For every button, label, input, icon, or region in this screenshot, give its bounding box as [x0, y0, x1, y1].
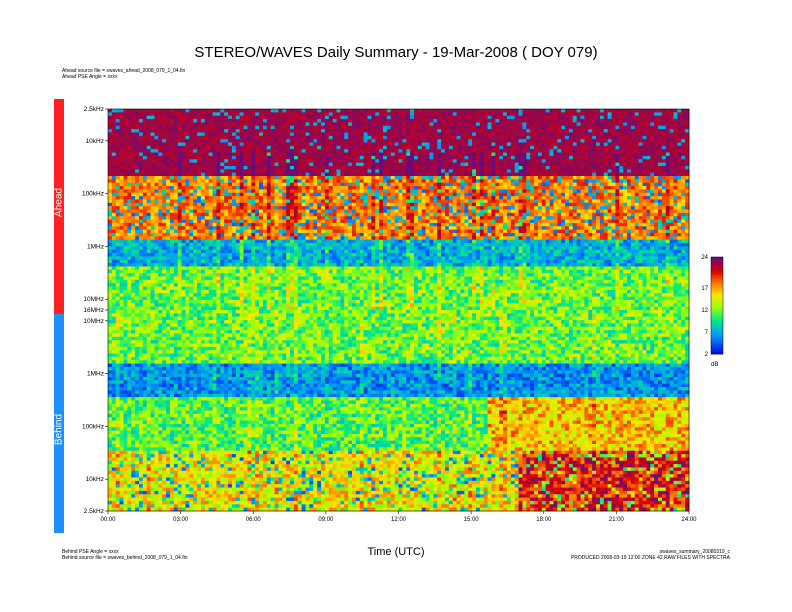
time-tick-label: 15:00 — [464, 517, 480, 523]
colorbar-segment — [711, 310, 723, 313]
colorbar-segment — [711, 281, 723, 284]
ahead-freq-tick-label: 10kHz — [86, 138, 104, 145]
behind-freq-tick-label: 1MHz — [87, 371, 104, 378]
colorbar-segment — [711, 262, 723, 265]
colorbar-segment — [711, 298, 723, 301]
colorbar-segment — [711, 306, 723, 309]
colorbar: 24 17 12 7 2dB — [701, 255, 723, 368]
colorbar-segment — [711, 257, 723, 260]
behind-source-file: Behind source file = swaves_behind_2008_… — [62, 555, 188, 561]
colorbar-segment — [711, 313, 723, 316]
colorbar-segment — [711, 279, 723, 282]
behind-freq-tick-label: 10kHz — [86, 476, 104, 483]
time-tick-label: 21:00 — [609, 517, 625, 523]
colorbar-segment — [711, 308, 723, 311]
colorbar-segment — [711, 349, 723, 352]
behind-freq-tick-label: 10MHz — [83, 318, 104, 325]
colorbar-segment — [711, 291, 723, 294]
colorbar-segment — [711, 318, 723, 321]
ahead-freq-tick-label: 100kHz — [82, 191, 104, 198]
colorbar-segment — [711, 286, 723, 289]
colorbar-segment — [711, 330, 723, 333]
colorbar-segment — [711, 337, 723, 340]
colorbar-segment — [711, 327, 723, 330]
ahead-freq-tick-label: 1MHz — [87, 243, 104, 250]
colorbar-segment — [711, 296, 723, 299]
time-tick-label: 12:00 — [391, 517, 407, 523]
colorbar-segment — [711, 320, 723, 323]
colorbar-segment — [711, 267, 723, 270]
time-tick-label: 18:00 — [536, 517, 552, 523]
ahead-freq-tick-label: 16MHz — [83, 307, 104, 314]
colorbar-segment — [711, 303, 723, 306]
colorbar-tick-label: 24 — [701, 255, 708, 261]
time-tick-label: 24:00 — [681, 517, 697, 523]
colorbar-segment — [711, 259, 723, 262]
ahead-spectrogram — [108, 109, 689, 310]
time-tick-label: 03:00 — [173, 517, 189, 523]
time-tick-label: 09:00 — [318, 517, 334, 523]
colorbar-segment — [711, 274, 723, 277]
colorbar-segment — [711, 269, 723, 272]
behind-spectrogram — [108, 310, 689, 511]
colorbar-unit: dB — [711, 362, 718, 368]
colorbar-segment — [711, 264, 723, 267]
colorbar-segment — [711, 276, 723, 279]
colorbar-segment — [711, 325, 723, 328]
colorbar-segment — [711, 332, 723, 335]
colorbar-segment — [711, 289, 723, 292]
colorbar-segment — [711, 344, 723, 347]
produced-note: PRODUCED 2008-03-19 12:00 ZONE 42 RAW FI… — [571, 555, 730, 561]
time-tick-label: 06:00 — [246, 517, 262, 523]
colorbar-segment — [711, 301, 723, 304]
colorbar-segment — [711, 293, 723, 296]
frequency-axis: 2.5kHz 10kHz 100kHz 1MHz 10MHz 16MHz 10MHz 1MHz… — [82, 106, 108, 515]
colorbar-segment — [711, 335, 723, 338]
colorbar-segment — [711, 342, 723, 345]
colorbar-tick-label: 7 — [705, 330, 709, 336]
time-tick-label: 00:00 — [100, 517, 116, 523]
colorbar-segment — [711, 339, 723, 342]
colorbar-tick-label: 2 — [705, 352, 709, 358]
behind-freq-tick-label: 100kHz — [82, 423, 104, 430]
time-axis: 00:00 03:00 06:00 09:00 12:00 15:00 18:00 21:00… — [100, 511, 697, 523]
colorbar-tick-label: 17 — [701, 286, 708, 292]
colorbar-segment — [711, 315, 723, 318]
ahead-freq-tick-label: 10MHz — [83, 296, 104, 303]
colorbar-segment — [711, 347, 723, 350]
colorbar-tick-label: 12 — [701, 308, 708, 314]
colorbar-segment — [711, 322, 723, 325]
colorbar-segment — [711, 284, 723, 287]
ahead-freq-tick-label: 2.5kHz — [84, 106, 104, 113]
colorbar-segment — [711, 272, 723, 275]
behind-freq-tick-label: 2.5kHz — [84, 508, 104, 515]
